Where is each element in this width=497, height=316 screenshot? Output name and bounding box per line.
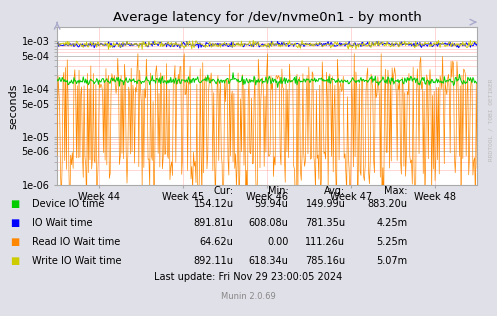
Text: 4.25m: 4.25m bbox=[376, 218, 408, 228]
Text: Munin 2.0.69: Munin 2.0.69 bbox=[221, 292, 276, 301]
Text: RRDTOOL / TOBI OETIKER: RRDTOOL / TOBI OETIKER bbox=[489, 79, 494, 161]
Text: Read IO Wait time: Read IO Wait time bbox=[32, 237, 121, 247]
Y-axis label: seconds: seconds bbox=[8, 83, 18, 129]
Text: Avg:: Avg: bbox=[324, 186, 345, 196]
Text: 892.11u: 892.11u bbox=[194, 256, 234, 266]
Text: 64.62u: 64.62u bbox=[200, 237, 234, 247]
Text: 5.07m: 5.07m bbox=[376, 256, 408, 266]
Text: 883.20u: 883.20u bbox=[368, 199, 408, 209]
Text: 608.08u: 608.08u bbox=[248, 218, 288, 228]
Text: 785.16u: 785.16u bbox=[305, 256, 345, 266]
Text: Write IO Wait time: Write IO Wait time bbox=[32, 256, 122, 266]
Text: ■: ■ bbox=[10, 256, 19, 266]
Text: 781.35u: 781.35u bbox=[305, 218, 345, 228]
Text: 891.81u: 891.81u bbox=[194, 218, 234, 228]
Text: 0.00: 0.00 bbox=[267, 237, 288, 247]
Text: Last update: Fri Nov 29 23:00:05 2024: Last update: Fri Nov 29 23:00:05 2024 bbox=[155, 272, 342, 282]
Text: 59.94u: 59.94u bbox=[254, 199, 288, 209]
Text: ■: ■ bbox=[10, 218, 19, 228]
Text: 149.99u: 149.99u bbox=[306, 199, 345, 209]
Text: 154.12u: 154.12u bbox=[193, 199, 234, 209]
Text: 5.25m: 5.25m bbox=[376, 237, 408, 247]
Text: IO Wait time: IO Wait time bbox=[32, 218, 93, 228]
Text: ■: ■ bbox=[10, 199, 19, 209]
Text: Max:: Max: bbox=[384, 186, 408, 196]
Text: Device IO time: Device IO time bbox=[32, 199, 105, 209]
Text: 111.26u: 111.26u bbox=[306, 237, 345, 247]
Text: Cur:: Cur: bbox=[214, 186, 234, 196]
Text: Min:: Min: bbox=[267, 186, 288, 196]
Text: 618.34u: 618.34u bbox=[248, 256, 288, 266]
Text: ■: ■ bbox=[10, 237, 19, 247]
Title: Average latency for /dev/nvme0n1 - by month: Average latency for /dev/nvme0n1 - by mo… bbox=[113, 11, 421, 24]
